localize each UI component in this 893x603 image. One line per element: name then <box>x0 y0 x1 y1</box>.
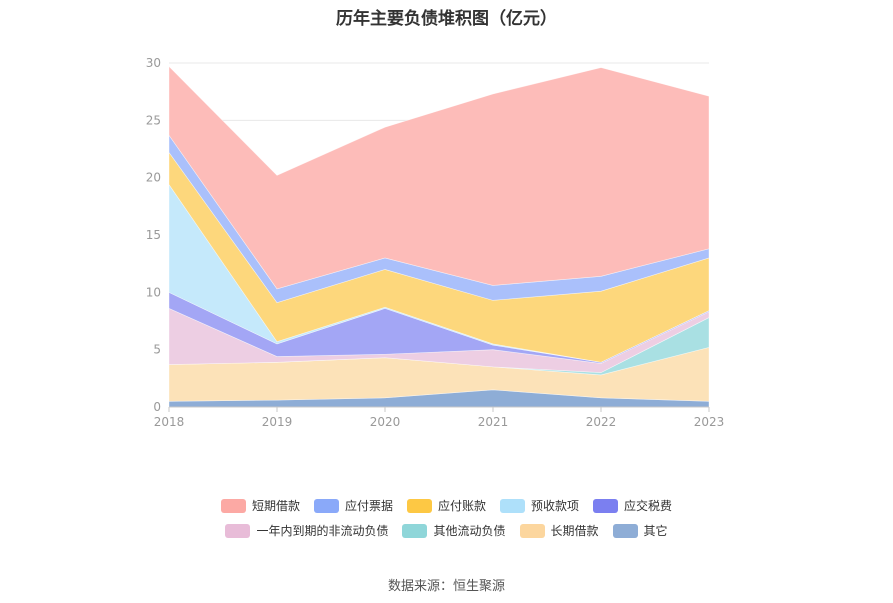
legend-item[interactable]: 短期借款 <box>220 497 300 514</box>
legend-item[interactable]: 应交税费 <box>593 497 672 514</box>
legend-swatch <box>612 523 638 538</box>
legend-item[interactable]: 其他流动负债 <box>402 522 506 539</box>
legend-swatch <box>402 523 428 538</box>
legend-swatch <box>500 498 525 513</box>
legend-swatch <box>220 498 246 513</box>
legend-label: 其他流动负债 <box>433 524 506 538</box>
legend-label: 一年内到期的非流动负债 <box>256 524 389 538</box>
legend-label: 预收款项 <box>531 499 580 513</box>
legend-label: 应付票据 <box>344 499 393 513</box>
legend-label: 长期借款 <box>550 524 599 538</box>
x-tick-label: 2018 <box>154 415 185 429</box>
legend-label: 短期借款 <box>251 499 300 513</box>
x-tick-label: 2021 <box>478 415 509 429</box>
y-tick-label: 10 <box>146 285 161 299</box>
y-tick-label: 5 <box>153 343 161 357</box>
legend-swatch <box>406 498 432 513</box>
legend-item[interactable]: 应付账款 <box>406 497 486 514</box>
legend-swatch <box>313 498 339 513</box>
legend-item[interactable]: 其它 <box>612 522 668 539</box>
legend-swatch <box>519 523 545 538</box>
legend-swatch <box>225 523 251 538</box>
legend-item[interactable]: 一年内到期的非流动负债 <box>225 522 388 539</box>
x-tick-label: 2020 <box>370 415 401 429</box>
legend-label: 其它 <box>643 524 668 538</box>
y-tick-label: 30 <box>146 56 161 70</box>
legend-label: 应付账款 <box>437 499 486 513</box>
y-tick-label: 15 <box>146 228 161 242</box>
x-tick-label: 2023 <box>694 415 725 429</box>
x-tick-label: 2022 <box>586 415 617 429</box>
y-tick-label: 0 <box>153 400 161 414</box>
legend-label: 应交税费 <box>624 499 673 513</box>
legend-item[interactable]: 长期借款 <box>519 522 599 539</box>
chart-title: 历年主要负债堆积图（亿元） <box>336 9 557 29</box>
legend-row-1: 短期借款 应付票据 应付账款 预收款项 应交税费 <box>0 497 893 514</box>
legend-swatch <box>593 498 619 513</box>
legend-item[interactable]: 预收款项 <box>500 497 579 514</box>
area-series-8 <box>168 65 710 290</box>
legend-item[interactable]: 应付票据 <box>313 497 393 514</box>
x-tick-label: 2019 <box>262 415 293 429</box>
source-note: 数据来源：恒生聚源 <box>387 579 505 594</box>
y-tick-label: 25 <box>146 113 161 127</box>
y-tick-label: 20 <box>146 171 161 185</box>
legend-row-2: 一年内到期的非流动负债 其他流动负债 长期借款 其它 <box>0 522 893 539</box>
